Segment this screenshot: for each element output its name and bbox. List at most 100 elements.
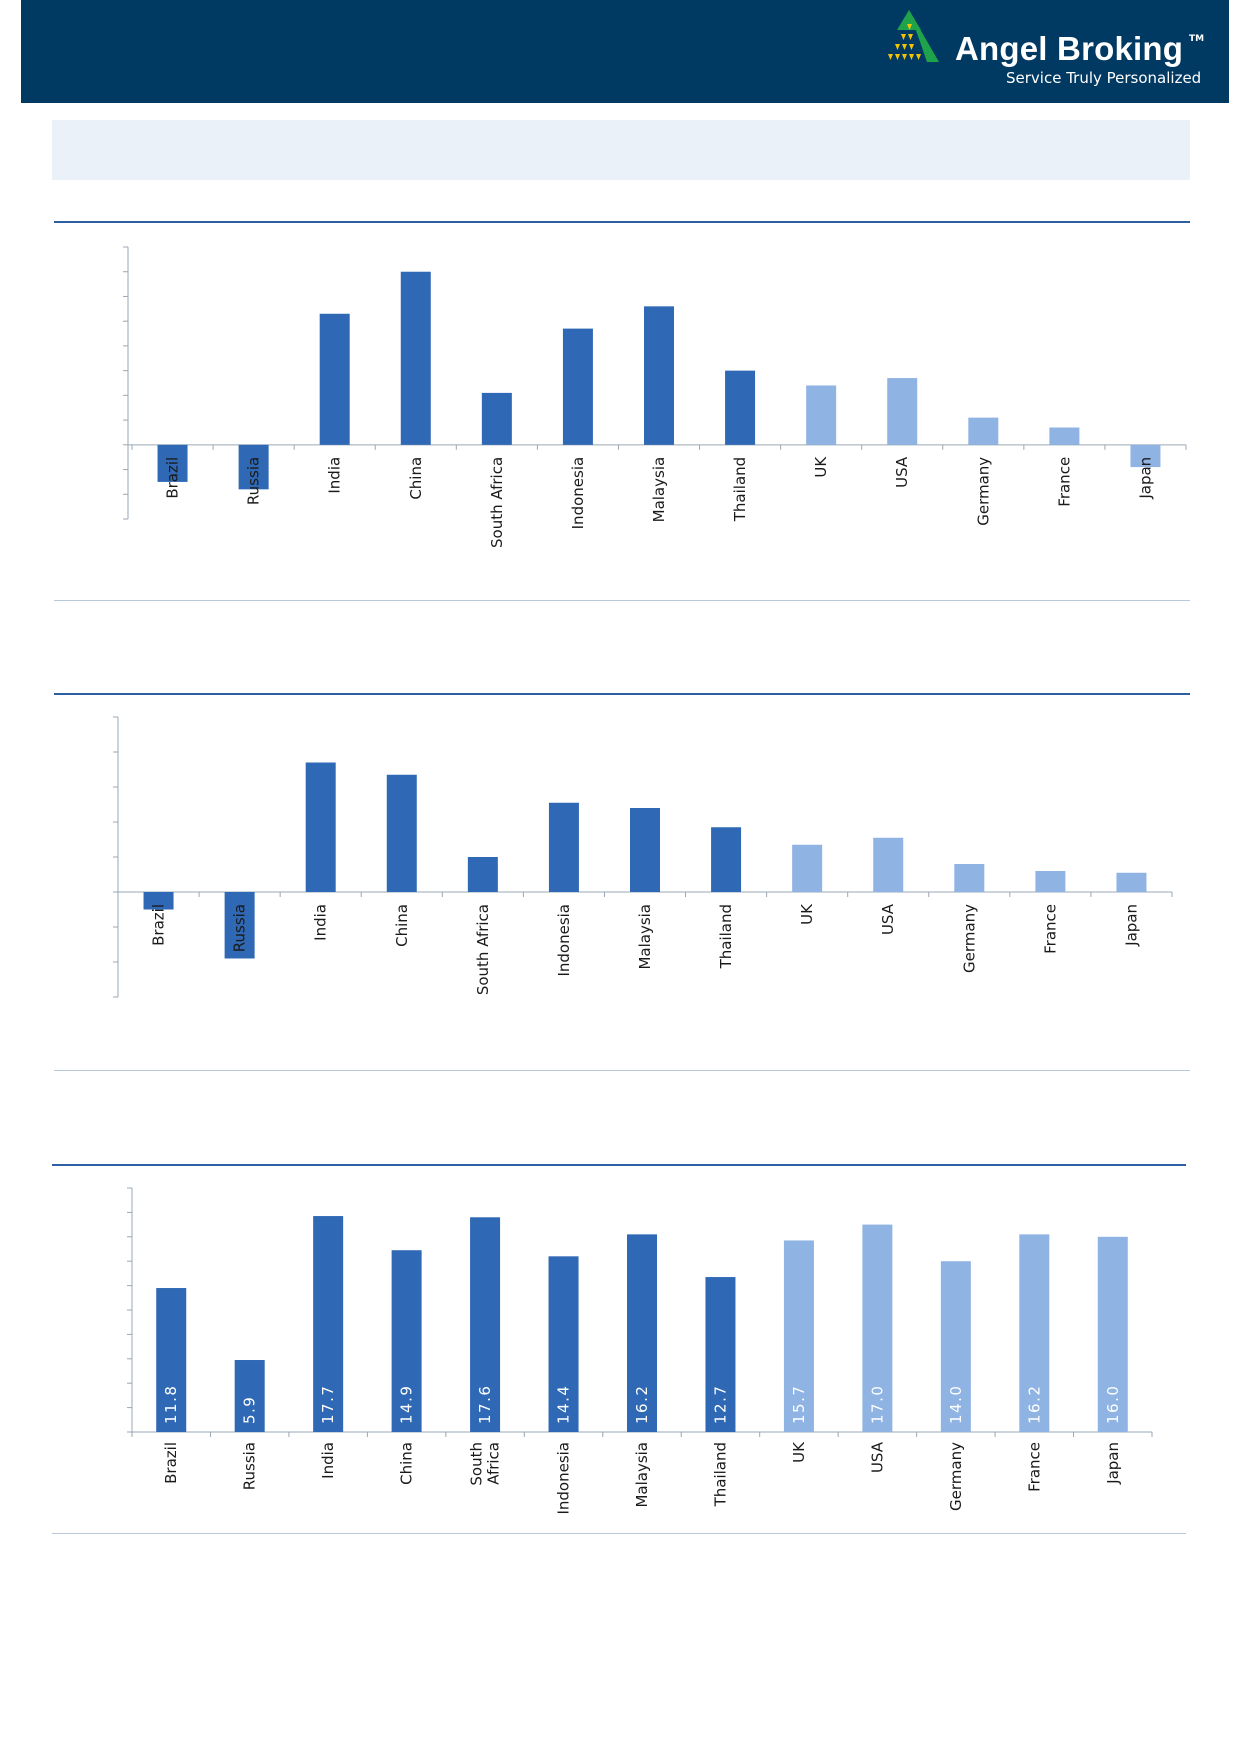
category-label: Indonesia — [555, 904, 573, 977]
category-label: South Africa — [488, 457, 506, 548]
chart-2-bottom-rule — [54, 1070, 1190, 1071]
category-label: South Africa — [474, 904, 492, 995]
bar-japan — [1116, 872, 1147, 892]
bar-france — [1019, 1234, 1050, 1432]
category-label: Russia — [245, 457, 263, 505]
chart-panel-2: Brazil Russia India China South Africa Indone… — [54, 693, 1190, 1071]
bar-south-africa — [470, 1217, 501, 1432]
bar-usa — [887, 378, 918, 445]
category-label: UK — [790, 1441, 808, 1463]
bar-thailand — [725, 370, 756, 445]
category-label: Thailand — [717, 904, 735, 969]
bar-usa — [862, 1224, 893, 1432]
bar-south-africa — [467, 857, 498, 892]
bar-indonesia — [548, 1256, 579, 1432]
bar-japan — [1097, 1236, 1128, 1432]
category-label: Brazil — [164, 457, 182, 499]
chart-3-bottom-rule — [52, 1533, 1186, 1534]
bar-chart-3: Brazil 11.8 Russia 5.9 India 17.7 China 14.9 Sou… — [127, 1187, 1153, 1515]
bar-russia — [224, 892, 255, 959]
category-label: USA — [879, 903, 897, 935]
data-label: 14.0 — [947, 1385, 965, 1424]
bar-indonesia — [562, 328, 593, 445]
data-label: 15.7 — [790, 1385, 808, 1424]
chart-3-top-rule — [52, 1164, 1186, 1166]
chart-2-top-rule — [54, 693, 1190, 695]
bar-chart-2: Brazil Russia India China South Africa Indone… — [113, 716, 1173, 998]
category-label: Japan — [1136, 457, 1154, 500]
category-label: Malaysia — [636, 904, 654, 970]
chart-1-bottom-rule — [54, 600, 1190, 601]
chart-panel-1: Brazil Russia India China South Africa Indone… — [54, 221, 1190, 601]
bar-france — [1035, 871, 1066, 892]
data-label: 17.0 — [868, 1385, 886, 1424]
category-label: India — [319, 1442, 337, 1479]
bar-usa — [873, 837, 904, 892]
bar-japan — [1130, 444, 1161, 468]
category-label: China — [393, 904, 411, 947]
data-label: 17.6 — [476, 1385, 494, 1424]
bar-russia — [238, 444, 269, 490]
category-label: Russia — [241, 1442, 259, 1490]
bar-uk — [783, 1240, 814, 1432]
bar-brazil — [156, 1288, 187, 1432]
data-label: 5.9 — [241, 1396, 259, 1424]
chart-1-top-rule — [54, 221, 1190, 223]
brand-tagline: Service Truly Personalized — [1006, 69, 1202, 87]
category-label: Indonesia — [555, 1442, 573, 1515]
category-label: France — [1041, 904, 1059, 954]
bar-malaysia — [644, 306, 674, 445]
category-label: SouthAfrica — [468, 1442, 503, 1486]
data-label: 14.4 — [555, 1385, 573, 1424]
bar-russia — [234, 1360, 265, 1432]
data-label: 16.2 — [1025, 1385, 1043, 1424]
category-label: Japan — [1104, 1442, 1122, 1485]
bar-indonesia — [548, 802, 579, 892]
data-label: 16.0 — [1104, 1385, 1122, 1424]
bar-india — [313, 1216, 344, 1432]
data-label: 17.7 — [319, 1385, 337, 1424]
bar-france — [1049, 427, 1080, 445]
bar-china — [386, 774, 417, 892]
category-label: USA — [893, 456, 911, 488]
bar-uk — [792, 844, 823, 892]
section-banner — [52, 120, 1190, 180]
category-label: Germany — [947, 1442, 965, 1511]
category-label: Japan — [1122, 904, 1140, 947]
trademark-mark: TM — [1189, 34, 1205, 44]
category-label: Indonesia — [569, 457, 587, 530]
category-label: Germany — [974, 457, 992, 526]
category-label: Thailand — [731, 457, 749, 522]
bar-uk — [806, 385, 837, 445]
bar-brazil — [157, 444, 188, 482]
category-label: France — [1025, 1442, 1043, 1492]
bar-germany — [940, 1261, 971, 1432]
bar-chart-1: Brazil Russia India China South Africa Indone… — [123, 246, 1187, 548]
category-label: China — [407, 457, 425, 500]
bar-malaysia — [627, 1234, 657, 1432]
category-label: USA — [868, 1441, 886, 1473]
bar-germany — [954, 864, 985, 892]
bar-china — [391, 1250, 422, 1432]
bar-south-africa — [481, 392, 512, 445]
bar-thailand — [705, 1277, 736, 1432]
category-label: Brazil — [150, 904, 168, 946]
category-label: UK — [798, 903, 816, 925]
bar-brazil — [143, 892, 174, 910]
bar-india — [319, 313, 350, 445]
angel-pyramid-icon — [888, 10, 939, 62]
category-label: China — [398, 1442, 416, 1485]
bar-malaysia — [630, 808, 660, 892]
data-label: 14.9 — [398, 1385, 416, 1424]
brand-logo: Angel Broking TM Service Truly Personali… — [877, 8, 1237, 98]
data-label: 12.7 — [711, 1385, 729, 1424]
data-label: 11.8 — [162, 1385, 180, 1424]
brand-name: Angel Broking — [955, 30, 1184, 67]
category-label: Malaysia — [633, 1442, 651, 1508]
category-label: Germany — [960, 904, 978, 973]
category-label: Malaysia — [650, 457, 668, 523]
category-label: India — [312, 904, 330, 941]
category-label: UK — [812, 456, 830, 478]
data-label: 16.2 — [633, 1385, 651, 1424]
page-header: Angel Broking TM Service Truly Personali… — [21, 0, 1229, 103]
